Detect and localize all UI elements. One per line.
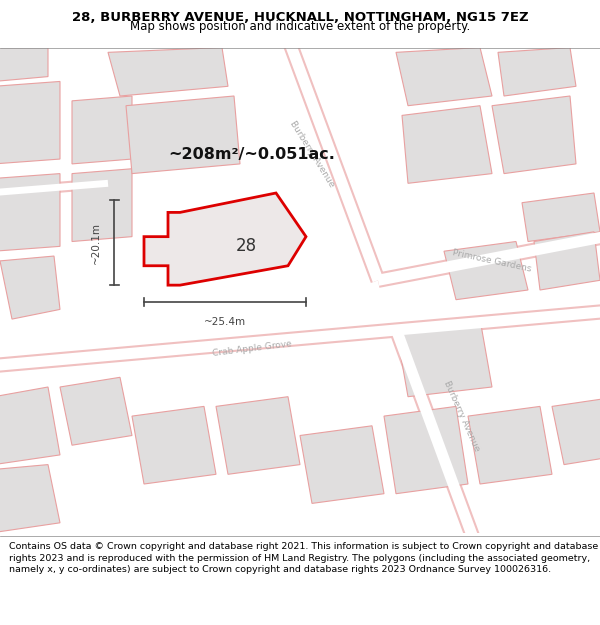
Polygon shape xyxy=(132,406,216,484)
Polygon shape xyxy=(144,193,306,285)
Text: Crab Apple Grove: Crab Apple Grove xyxy=(212,339,292,357)
Polygon shape xyxy=(126,96,240,174)
Polygon shape xyxy=(0,81,60,164)
Polygon shape xyxy=(384,406,468,494)
Polygon shape xyxy=(300,426,384,503)
Polygon shape xyxy=(468,406,552,484)
Polygon shape xyxy=(72,96,132,164)
Polygon shape xyxy=(216,397,300,474)
Polygon shape xyxy=(60,378,132,445)
Polygon shape xyxy=(552,397,600,464)
Text: ~208m²/~0.051ac.: ~208m²/~0.051ac. xyxy=(168,147,335,162)
Text: Contains OS data © Crown copyright and database right 2021. This information is : Contains OS data © Crown copyright and d… xyxy=(9,542,598,574)
Text: ~20.1m: ~20.1m xyxy=(91,222,101,264)
Text: Burberry Avenue: Burberry Avenue xyxy=(442,379,482,453)
Text: ~25.4m: ~25.4m xyxy=(204,317,246,327)
Polygon shape xyxy=(396,48,492,106)
Polygon shape xyxy=(444,241,528,300)
Polygon shape xyxy=(396,319,492,397)
Polygon shape xyxy=(402,106,492,183)
Text: Burberry Avenue: Burberry Avenue xyxy=(288,119,336,189)
Polygon shape xyxy=(0,387,60,464)
Text: 28: 28 xyxy=(235,238,257,256)
Text: 28, BURBERRY AVENUE, HUCKNALL, NOTTINGHAM, NG15 7EZ: 28, BURBERRY AVENUE, HUCKNALL, NOTTINGHA… xyxy=(71,11,529,24)
Polygon shape xyxy=(534,232,600,290)
Polygon shape xyxy=(0,48,48,81)
Polygon shape xyxy=(72,169,132,241)
Polygon shape xyxy=(0,174,60,251)
Polygon shape xyxy=(498,48,576,96)
Text: Map shows position and indicative extent of the property.: Map shows position and indicative extent… xyxy=(130,20,470,33)
Polygon shape xyxy=(0,256,60,319)
Polygon shape xyxy=(108,48,228,96)
Polygon shape xyxy=(492,96,576,174)
Polygon shape xyxy=(0,464,60,532)
Polygon shape xyxy=(522,193,600,241)
Text: Primrose Gardens: Primrose Gardens xyxy=(452,248,532,274)
